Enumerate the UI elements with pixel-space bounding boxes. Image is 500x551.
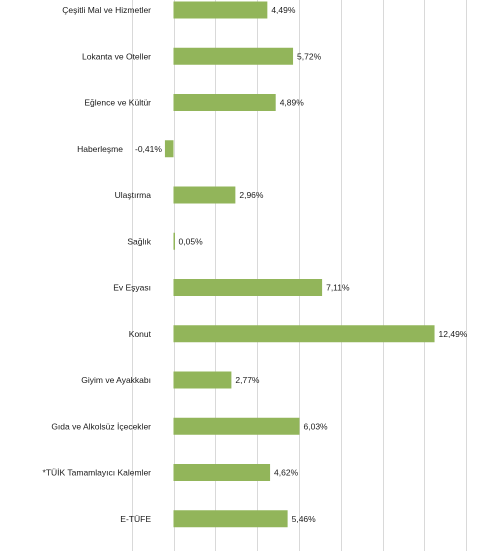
data-label: 7,11% [326,283,350,293]
category-label: Gıda ve Alkolsüz İçecekler [51,421,151,431]
grid-lines [132,0,467,551]
data-labels: 4,49% 5,72% 4,89% -0,41% 2,96% 0,05% 7,11% 12,4… [135,5,468,524]
data-label: 2,77% [235,375,260,385]
bar [173,47,294,65]
category-label: Konut [129,329,152,339]
bar [173,371,232,389]
bar [173,325,435,343]
category-label: Lokanta ve Oteller [82,51,151,61]
bar [173,186,236,204]
data-label: 5,46% [292,514,317,524]
category-label: Ev Eşyası [113,283,151,293]
data-label: 12,49% [439,329,468,339]
data-label: 4,89% [280,98,305,108]
data-label: 4,62% [274,468,299,478]
bar [173,232,175,250]
category-label: E-TÜFE [120,514,151,524]
data-label: 6,03% [304,421,329,431]
category-labels: Çeşitli Mal ve Hizmetler Lokanta ve Otell… [43,5,152,524]
data-label: 5,72% [297,51,322,61]
bar [173,417,300,435]
category-label: Haberleşme [77,144,123,154]
data-label: 4,49% [271,5,296,15]
data-label: 0,05% [179,236,204,246]
bar [173,94,276,111]
data-label: -0,41% [135,144,162,154]
bar [173,464,271,481]
bar [173,1,268,19]
category-label: *TÜİK Tamamlayıcı Kalemler [43,468,152,478]
bar [173,279,323,296]
category-label: Eğlence ve Kültür [84,98,151,108]
category-label: Sağlık [127,236,151,246]
bars [164,1,435,528]
category-label: Ulaştırma [115,190,152,200]
data-label: 2,96% [239,190,264,200]
category-label: Giyim ve Ayakkabı [81,375,151,385]
category-label: Çeşitli Mal ve Hizmetler [62,5,151,15]
bar [173,510,288,528]
bar [164,140,174,158]
